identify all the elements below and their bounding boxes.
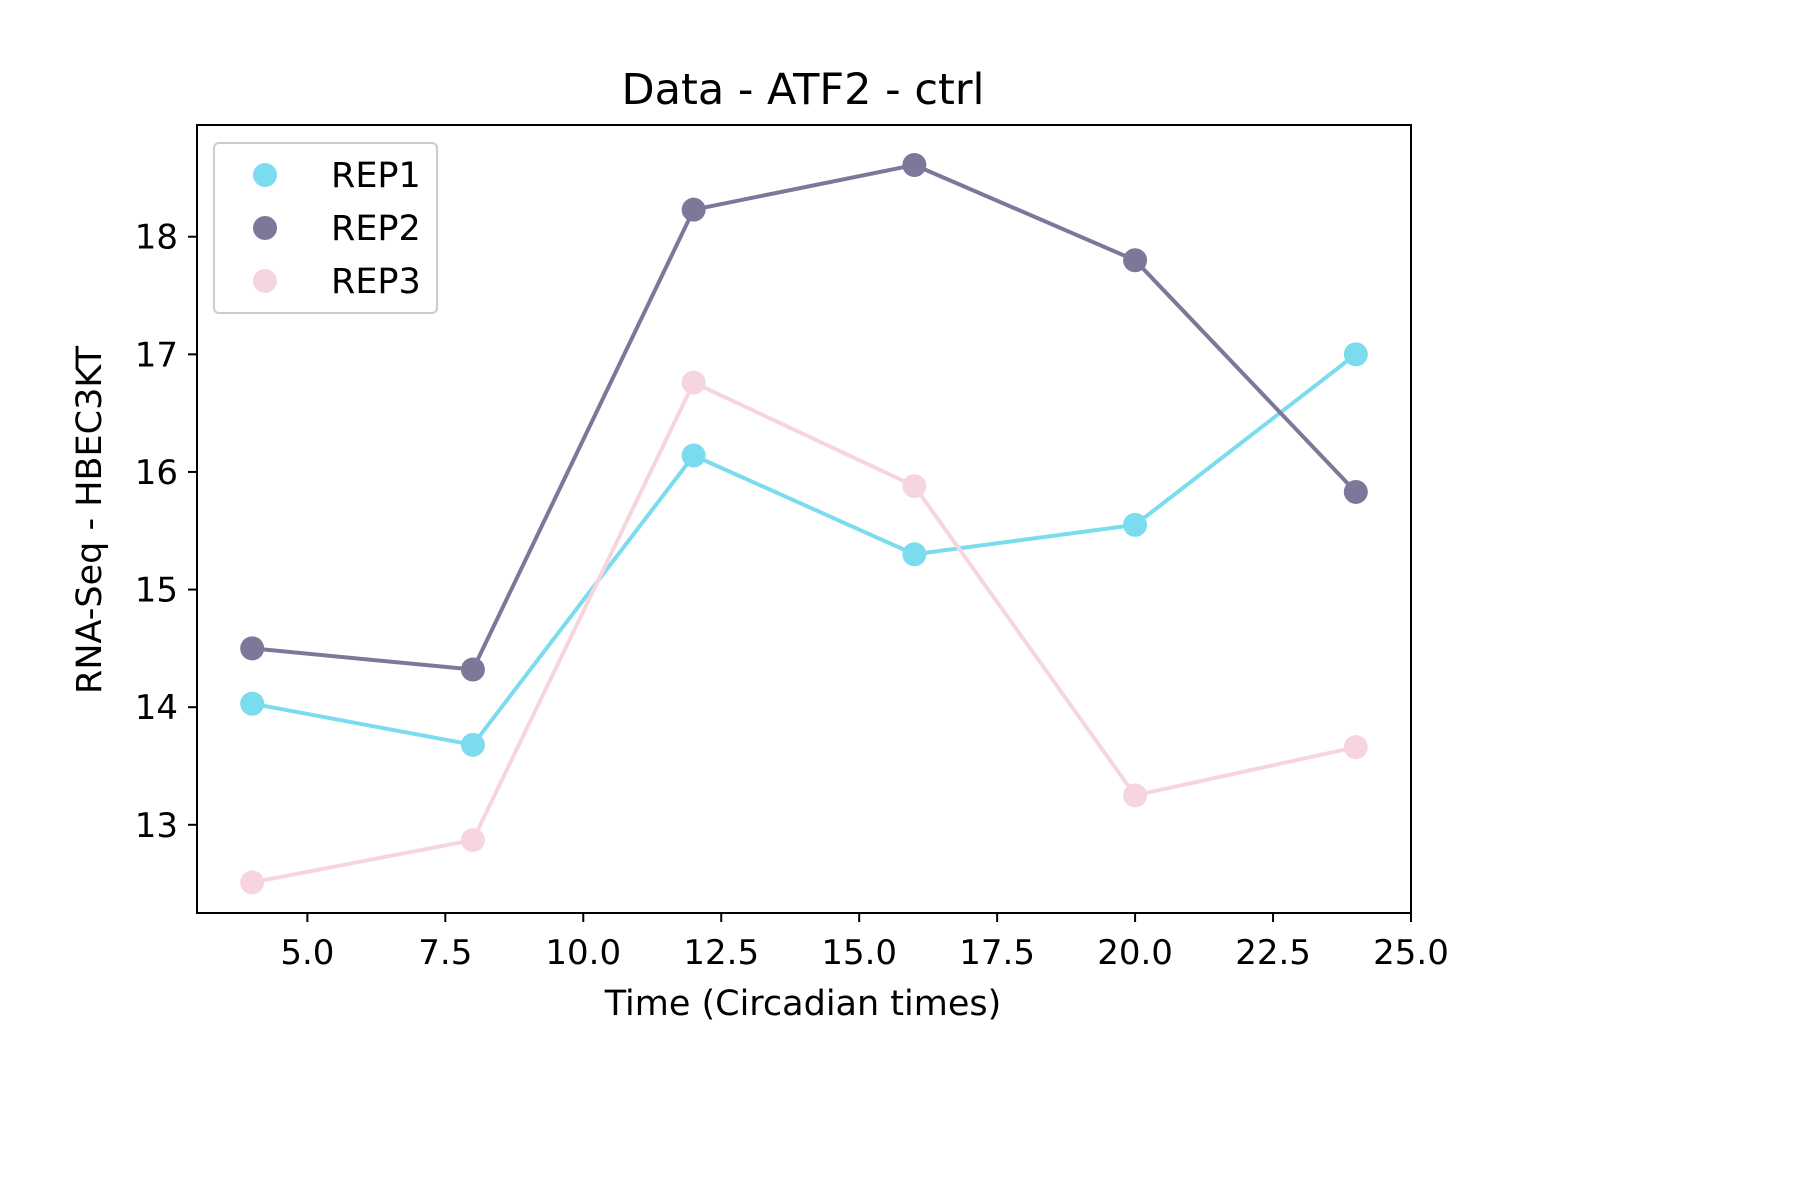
data-point-rep1 (1123, 512, 1148, 537)
chart-title: Data - ATF2 - ctrl (622, 65, 985, 115)
legend-marker (253, 269, 277, 293)
data-point-rep3 (1123, 783, 1148, 808)
series-rep2 (240, 152, 1368, 682)
legend-marker (253, 216, 277, 240)
y-tick-label: 17 (135, 335, 178, 375)
series-line-rep2 (251, 162, 1358, 672)
data-point-rep2 (1123, 248, 1148, 273)
legend-label: REP2 (331, 209, 421, 249)
x-tick-label: 5.0 (280, 933, 334, 973)
x-tick-label: 15.0 (821, 933, 897, 973)
x-tick-label: 20.0 (1097, 933, 1173, 973)
series-line-rep1 (251, 352, 1358, 747)
legend-label: REP1 (331, 156, 421, 196)
legend-label: REP3 (331, 262, 421, 302)
data-point-rep2 (240, 636, 265, 661)
data-point-rep1 (1343, 342, 1368, 367)
data-point-rep2 (902, 152, 927, 177)
data-point-rep3 (681, 370, 706, 395)
data-point-rep2 (681, 197, 706, 222)
data-point-rep1 (240, 691, 265, 716)
legend: REP1 REP2 REP3 (213, 142, 438, 314)
data-point-rep3 (460, 828, 485, 853)
y-tick-label: 18 (135, 218, 178, 258)
x-tick-label: 17.5 (959, 933, 1035, 973)
x-tick-label: 12.5 (683, 933, 759, 973)
x-axis-label: Time (Circadian times) (604, 984, 1002, 1024)
y-tick-label: 15 (135, 571, 178, 611)
legend-marker (253, 163, 277, 187)
data-point-rep1 (681, 443, 706, 468)
y-tick-label: 16 (135, 453, 178, 493)
series-rep1 (240, 342, 1368, 757)
series-rep3 (240, 370, 1368, 895)
series-line-rep3 (251, 380, 1357, 885)
x-tick-label: 7.5 (418, 933, 472, 973)
data-point-rep3 (240, 870, 265, 895)
y-axis: 13 14 15 16 17 18 (135, 218, 197, 846)
x-tick-label: 22.5 (1235, 933, 1311, 973)
data-point-rep1 (902, 542, 927, 567)
y-tick-label: 13 (135, 806, 178, 846)
x-axis: 5.0 7.5 10.0 12.5 15.0 17.5 20.0 22.5 25.0 (280, 913, 1449, 973)
data-point-rep1 (460, 732, 485, 757)
data-point-rep3 (1343, 735, 1368, 760)
y-axis-label: RNA-Seq - HBEC3KT (70, 345, 110, 694)
y-tick-label: 14 (135, 688, 178, 728)
data-point-rep3 (902, 474, 927, 499)
data-point-rep2 (460, 657, 485, 682)
x-tick-label: 10.0 (545, 933, 621, 973)
axes-frame (196, 124, 1412, 914)
plot-area (240, 152, 1368, 895)
data-point-rep2 (1343, 479, 1368, 504)
x-tick-label: 25.0 (1373, 933, 1449, 973)
